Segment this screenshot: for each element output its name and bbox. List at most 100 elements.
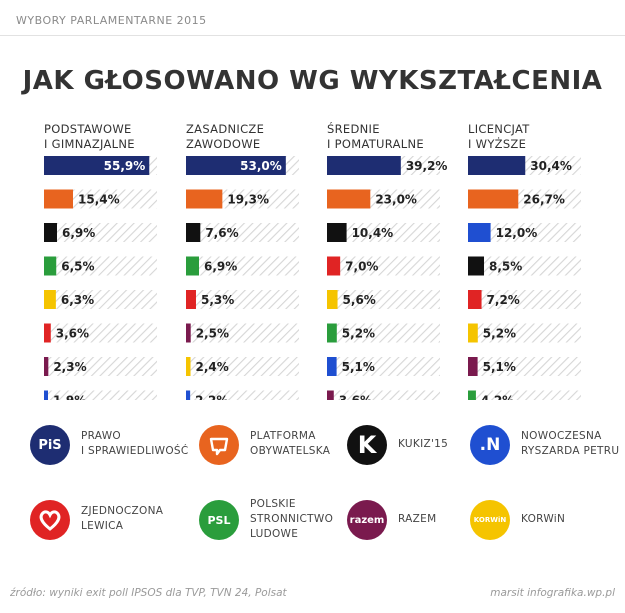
- bar-pis: [186, 156, 286, 175]
- bar-po: [327, 189, 371, 209]
- legend-label: POLSKIE STRONNICTWO LUDOWE: [250, 498, 334, 540]
- psl-logo-text: PSL: [207, 513, 231, 527]
- data-label: 23,0%: [375, 193, 417, 207]
- data-label: 12,0%: [496, 226, 538, 240]
- data-label: 19,3%: [227, 193, 269, 207]
- data-label: 5,1%: [342, 360, 375, 374]
- bar-nowoczesna: [186, 390, 191, 400]
- data-label: 55,9%: [104, 159, 146, 173]
- legend-item-nowoczesna: .N NOWOCZESNA RYSZARDA PETRU: [470, 425, 625, 471]
- bar-track: [186, 290, 299, 309]
- data-label: 39,2%: [406, 159, 448, 173]
- data-label: 1,9%: [53, 394, 86, 401]
- kukiz-logo-icon: K: [347, 425, 387, 465]
- bar-psl: [327, 323, 337, 343]
- psl-logo-icon: PSL: [199, 500, 239, 540]
- legend-label: RAZEM: [398, 513, 437, 525]
- legend-label: PRAWO I SPRAWIEDLIWOŚĆ: [81, 430, 189, 457]
- legend-label: KUKIZ'15: [398, 438, 449, 450]
- data-label: 5,2%: [342, 327, 375, 341]
- bar-track: [327, 390, 440, 400]
- group-label: PODSTAWOWE: [44, 122, 132, 136]
- bar-pis: [327, 156, 401, 175]
- bar-psl: [186, 256, 199, 276]
- data-label: 6,5%: [61, 260, 94, 274]
- bar-kukiz-15: [44, 223, 57, 242]
- bar-track: [44, 323, 157, 343]
- data-label: 5,2%: [483, 327, 516, 341]
- bar-kukiz-15: [327, 223, 347, 242]
- bar-pis: [44, 156, 150, 175]
- legend-label: PLATFORMA OBYWATELSKA: [250, 430, 331, 457]
- group-label: ŚREDNIE: [327, 121, 380, 136]
- bar-zl: [468, 290, 482, 309]
- bar-track: [327, 323, 440, 343]
- data-label: 4,2%: [481, 394, 514, 401]
- bar-track: [327, 256, 440, 276]
- bar-track: [44, 390, 157, 400]
- bar-track: [186, 390, 299, 400]
- legend-label: KORWiN: [521, 513, 566, 525]
- legend-item-psl: PSL POLSKIE STRONNICTWO LUDOWE: [199, 498, 354, 546]
- bar-korwin: [468, 323, 478, 343]
- data-label: 7,6%: [205, 226, 238, 240]
- bar-track: [186, 256, 299, 276]
- group-label: LICENCJAT: [468, 122, 530, 136]
- data-label: 5,6%: [343, 293, 376, 307]
- korwin-logo-text: KORWiN: [473, 516, 507, 524]
- group-label: I WYŻSZE: [468, 136, 526, 151]
- bar-track: [44, 290, 157, 309]
- bar-korwin: [44, 290, 56, 309]
- bar-po: [186, 189, 223, 209]
- group-label: ZASADNICZE: [186, 122, 264, 136]
- data-label: 2,3%: [53, 360, 86, 374]
- bar-razem: [327, 390, 334, 400]
- bar-korwin: [327, 290, 338, 309]
- bar-pis: [468, 156, 526, 175]
- data-label: 2,5%: [196, 327, 229, 341]
- bar-track: [468, 256, 581, 276]
- bar-track: [44, 223, 157, 242]
- bar-zl: [186, 290, 196, 309]
- chart-title: JAK GŁOSOWANO WG WYKSZTAŁCENIA: [22, 66, 603, 96]
- group-label: I GIMNAZJALNE: [44, 137, 135, 151]
- bar-kukiz-15: [186, 223, 201, 242]
- data-label: 15,4%: [78, 193, 120, 207]
- zl-logo-icon: [30, 500, 70, 540]
- legend-item-korwin: KORWiN KORWiN: [470, 500, 625, 546]
- bar-korwin: [186, 357, 191, 376]
- data-label: 3,6%: [339, 394, 372, 401]
- bar-zl: [327, 256, 341, 276]
- nowoczesna-logo-text: .N: [479, 435, 501, 455]
- data-label: 7,2%: [487, 293, 520, 307]
- data-label: 8,5%: [489, 260, 522, 274]
- data-label: 2,2%: [195, 394, 228, 401]
- bar-razem: [468, 357, 478, 376]
- data-label: 5,1%: [483, 360, 516, 374]
- bar-track: [468, 223, 581, 242]
- bar-track: [468, 323, 581, 343]
- group-label: ZAWODOWE: [186, 137, 260, 151]
- pis-logo-icon: PiS: [30, 425, 70, 465]
- data-label: 30,4%: [530, 159, 572, 173]
- po-logo-icon: [199, 425, 239, 465]
- group-label: I POMATURALNE: [327, 137, 424, 151]
- credit-note: marsit infografika.wp.pl: [490, 587, 615, 599]
- bar-track: [468, 357, 581, 376]
- pis-logo-text: PiS: [38, 437, 62, 453]
- data-label: 2,4%: [196, 360, 229, 374]
- data-label: 53,0%: [240, 159, 282, 173]
- korwin-logo-icon: KORWiN: [470, 500, 510, 540]
- bar-po: [44, 189, 74, 209]
- header-divider: [0, 35, 625, 36]
- bar-track: [468, 290, 581, 309]
- legend-label: NOWOCZESNA RYSZARDA PETRU: [521, 430, 620, 457]
- bar-kukiz-15: [468, 256, 485, 276]
- source-note: źródło: wyniki exit poll IPSOS dla TVP, …: [10, 587, 287, 599]
- bar-track: [44, 256, 157, 276]
